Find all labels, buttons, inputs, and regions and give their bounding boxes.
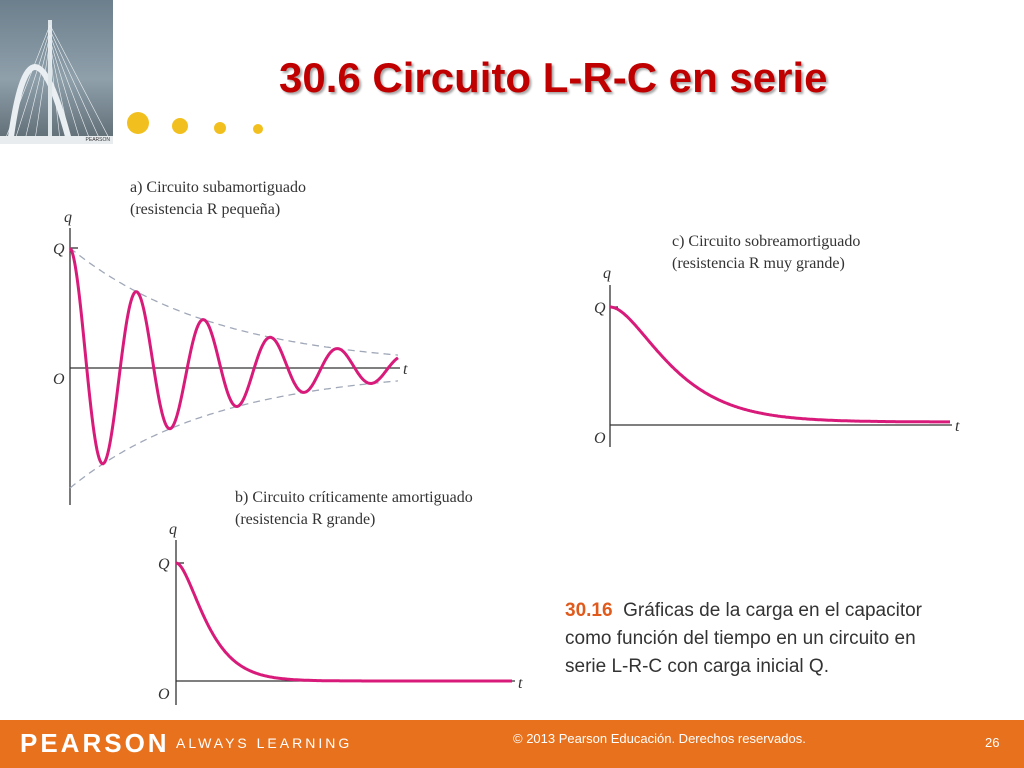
panel-b-x-label: t [518, 675, 523, 692]
figure-caption: 30.16 Gráficas de la carga en el capacit… [565, 597, 922, 681]
book-cover-thumbnail: PEARSON [0, 0, 113, 144]
footer-copyright: © 2013 Pearson Educación. Derechos reser… [513, 731, 806, 746]
panel-c-caption-line2: (resistencia R muy grande) [672, 255, 845, 272]
figure-caption-line2: como función del tiempo en un circuito e… [565, 628, 916, 649]
panel-b-origin-label: O [158, 686, 170, 703]
panel-a-origin-label: O [53, 371, 65, 388]
lower-envelope [69, 380, 399, 489]
decorative-dots [127, 112, 263, 134]
panel-a-caption-line2: (resistencia R pequeña) [130, 201, 281, 218]
panel-b-q-label: Q [158, 556, 170, 573]
panel-b-y-label: q [169, 521, 177, 538]
panel-b-caption-line2: (resistencia R grande) [235, 511, 376, 528]
panel-c-origin-label: O [594, 430, 606, 447]
panel-a-y-label: q [64, 209, 72, 226]
upper-envelope [69, 247, 399, 356]
figure-caption-line1: Gráficas de la carga en el capacitor [623, 600, 922, 621]
slide-title: 30.6 Circuito L-R-C en serie [279, 54, 828, 101]
panel-a-q-label: Q [53, 241, 65, 258]
page-number: 26 [985, 735, 1000, 750]
critical-charge-curve [175, 561, 512, 683]
panel-a-x-label: t [403, 361, 408, 378]
cover-publisher: PEARSON [0, 136, 113, 144]
figure-caption-line3: serie L-R-C con carga inicial Q. [565, 656, 829, 677]
footer-tagline: ALWAYS LEARNING [176, 735, 353, 751]
panel-c-q-label: Q [594, 300, 606, 317]
panel-c-x-label: t [955, 418, 960, 435]
panel-b-caption: b) Circuito críticamente amortiguado (re… [235, 487, 473, 531]
panel-b-caption-line1: b) Circuito críticamente amortiguado [235, 489, 473, 506]
pearson-logo: PEARSON [20, 728, 170, 758]
bridge-illustration [4, 20, 111, 144]
panel-c-caption: c) Circuito sobreamortiguado (resistenci… [672, 231, 860, 275]
panel-a-caption-line1: a) Circuito subamortiguado [130, 179, 306, 196]
figure-number: 30.16 [565, 600, 613, 621]
panel-c-y-label: q [603, 265, 611, 282]
overdamped-charge-curve [610, 305, 950, 424]
panel-a-caption: a) Circuito subamortiguado (resistencia … [130, 177, 306, 221]
panel-c-caption-line1: c) Circuito sobreamortiguado [672, 233, 861, 250]
underdamped-charge-curve [68, 247, 399, 466]
footer-bar: PEARSON ALWAYS LEARNING © 2013 Pearson E… [0, 720, 1024, 768]
